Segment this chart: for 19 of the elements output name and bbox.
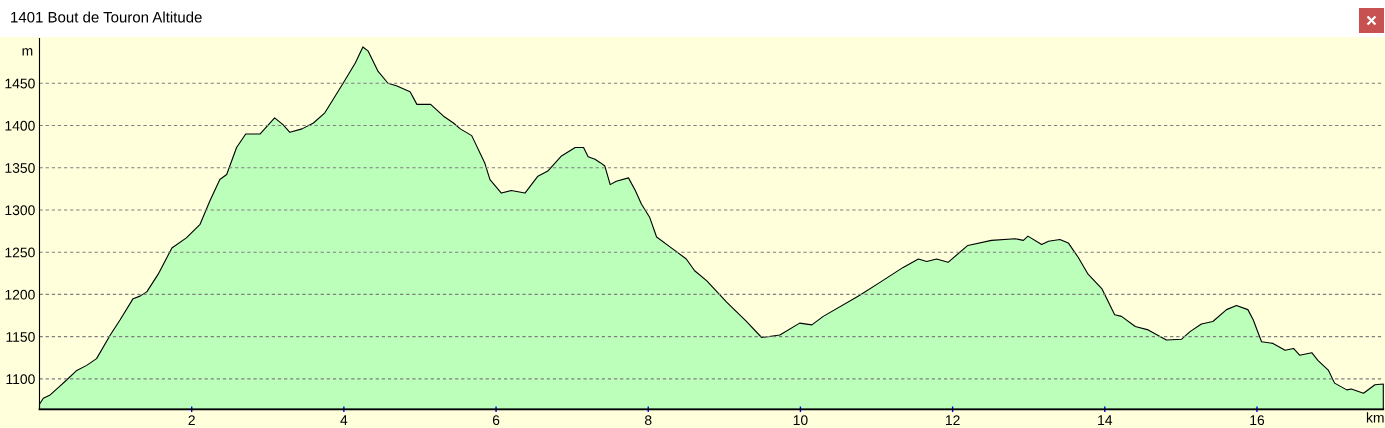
x-tick-label: 8 xyxy=(644,415,652,426)
y-tick-label: 1400 xyxy=(5,120,35,131)
x-tick-label: 14 xyxy=(1098,415,1113,425)
chart-title: 1401 Bout de Touron Altitude xyxy=(11,11,202,23)
x-tick-label: 2 xyxy=(188,415,195,425)
x-axis-title: km xyxy=(1366,412,1384,423)
y-tick-label: 1100 xyxy=(6,374,35,385)
y-tick-label: 1200 xyxy=(5,289,35,300)
y-axis-title: m xyxy=(22,48,33,56)
y-tick-label: 1250 xyxy=(5,247,35,258)
y-tick-label: 1300 xyxy=(5,205,35,216)
y-tick-label: 1150 xyxy=(6,331,35,342)
x-tick-label: 12 xyxy=(945,415,960,425)
y-tick-label: 1350 xyxy=(5,163,35,173)
x-tick-label: 10 xyxy=(793,415,808,426)
x-tick-label: 6 xyxy=(492,415,500,426)
x-tick-label: 4 xyxy=(340,415,348,425)
x-tick-label: 16 xyxy=(1250,415,1265,426)
y-tick-label: 1450 xyxy=(5,78,35,89)
